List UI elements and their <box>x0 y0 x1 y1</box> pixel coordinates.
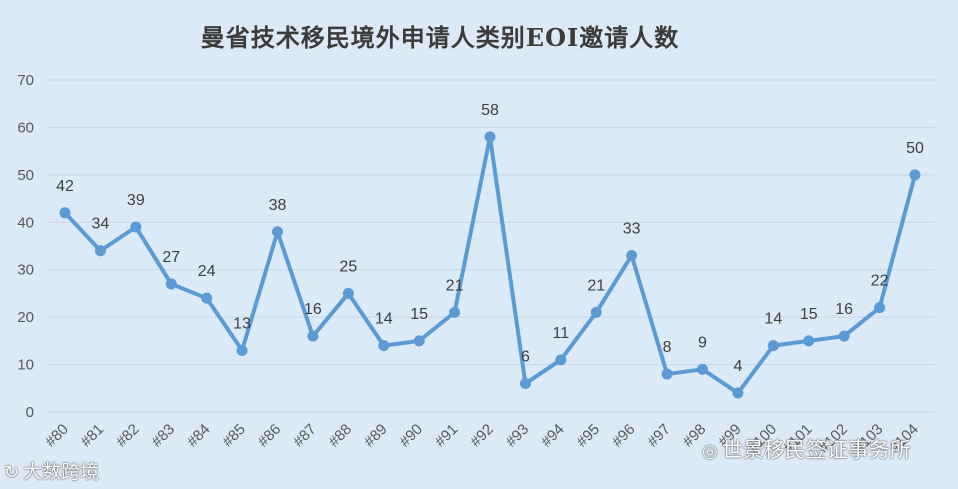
x-tick-label: #81 <box>78 421 108 451</box>
data-label: 9 <box>698 334 707 351</box>
x-tick-label: #85 <box>219 421 249 451</box>
data-point <box>378 340 390 352</box>
x-tick-label: #97 <box>644 421 674 451</box>
data-label: 16 <box>835 301 853 318</box>
data-point <box>697 363 708 375</box>
watermark-left-text: 大数跨境 <box>23 461 100 483</box>
data-label: 16 <box>304 301 322 318</box>
data-label: 50 <box>906 140 924 157</box>
y-tick-label: 30 <box>17 262 34 279</box>
data-point <box>909 169 921 181</box>
data-point <box>767 340 779 352</box>
data-point <box>342 287 354 299</box>
data-point <box>413 335 425 347</box>
x-tick-label: #86 <box>255 421 285 451</box>
watermark-right: ◎ 世景移民签证事务所 <box>702 434 911 464</box>
data-label: 6 <box>521 349 530 366</box>
data-point <box>449 306 461 318</box>
data-label: 14 <box>764 311 782 328</box>
data-label: 8 <box>663 339 672 356</box>
data-label: 11 <box>553 325 570 342</box>
data-label: 25 <box>339 258 357 275</box>
watermark-left: ↻ 大数跨境 <box>4 457 99 484</box>
x-tick-label: #94 <box>538 421 568 451</box>
x-tick-label: #87 <box>290 421 320 451</box>
data-point <box>59 207 71 219</box>
x-tick-label: #90 <box>396 421 426 451</box>
x-tick-label: #84 <box>184 421 214 451</box>
data-point <box>130 221 142 233</box>
x-tick-label: #80 <box>42 421 72 451</box>
x-tick-label: #96 <box>609 421 639 451</box>
x-tick-label: #88 <box>325 421 355 451</box>
data-label: 15 <box>410 306 428 323</box>
x-tick-label: #89 <box>361 421 391 451</box>
data-label: 21 <box>446 277 464 294</box>
y-tick-label: 50 <box>17 167 34 184</box>
data-label: 34 <box>92 216 110 233</box>
wechat-icon: ◎ <box>702 441 718 462</box>
data-point <box>803 335 815 347</box>
data-point <box>165 278 177 290</box>
data-label: 22 <box>871 273 889 290</box>
data-label: 13 <box>233 315 251 332</box>
data-point <box>519 378 531 390</box>
data-point <box>307 330 319 342</box>
data-label: 27 <box>162 249 180 266</box>
data-label: 15 <box>800 306 818 323</box>
data-point <box>272 226 283 238</box>
data-label: 24 <box>198 263 216 280</box>
x-tick-label: #83 <box>148 421 178 451</box>
x-tick-label: #91 <box>432 421 462 451</box>
chart-title: 曼省技术移民境外申请人类别EOI邀请人数 <box>200 23 680 52</box>
y-tick-label: 70 <box>17 72 34 89</box>
data-label: 38 <box>269 197 287 214</box>
data-point <box>661 368 673 380</box>
data-label: 14 <box>375 311 393 328</box>
data-point <box>236 344 248 356</box>
y-tick-label: 0 <box>26 404 34 421</box>
data-label: 33 <box>623 220 641 237</box>
x-tick-label: #95 <box>573 421 603 451</box>
data-point <box>590 306 602 318</box>
data-point <box>626 249 638 261</box>
data-label: 42 <box>56 178 74 195</box>
y-tick-label: 40 <box>17 214 34 231</box>
data-point <box>555 354 567 366</box>
data-point <box>94 245 106 257</box>
x-tick-label: #93 <box>503 421 533 451</box>
data-point <box>838 330 850 342</box>
data-point <box>732 387 744 399</box>
data-label: 39 <box>127 192 145 209</box>
data-label: 58 <box>481 102 499 119</box>
watermark-logo-icon: ↻ <box>4 462 20 483</box>
y-tick-label: 20 <box>17 309 34 326</box>
x-tick-label: #82 <box>113 421 143 451</box>
data-label: 21 <box>587 277 605 294</box>
y-tick-label: 60 <box>17 119 34 136</box>
y-tick-label: 10 <box>17 357 34 374</box>
data-point <box>874 302 886 314</box>
data-point <box>484 131 496 143</box>
watermark-right-text: 世景移民签证事务所 <box>721 438 911 462</box>
data-label: 4 <box>733 358 742 375</box>
data-point <box>201 292 213 304</box>
x-tick-label: #92 <box>467 421 497 451</box>
